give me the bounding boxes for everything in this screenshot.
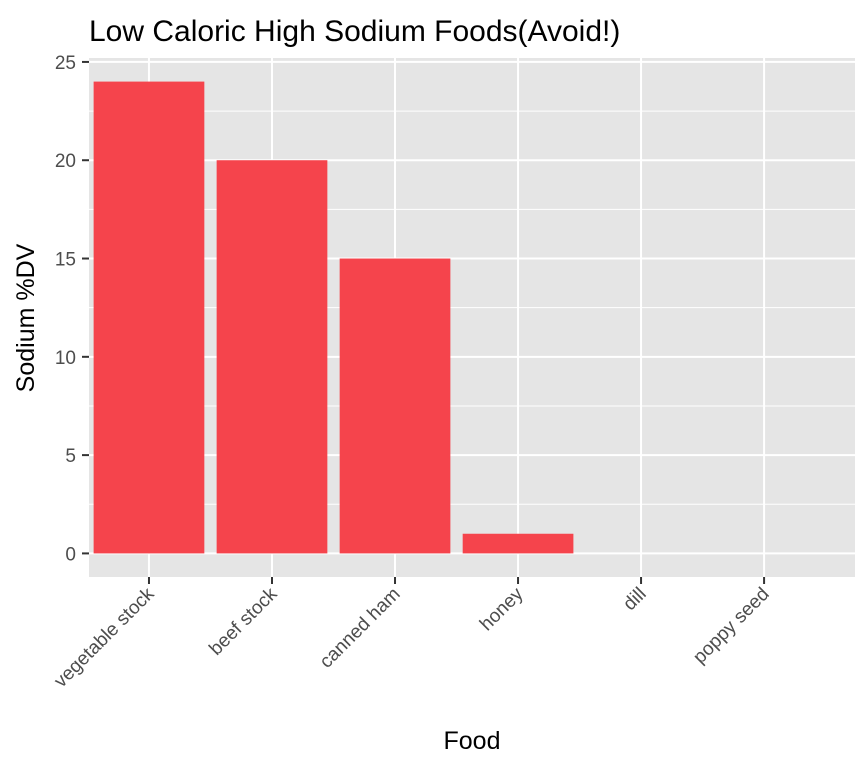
y-tick-label: 10 (55, 348, 76, 369)
x-tick-label: honey (476, 583, 528, 635)
x-tick-label: poppy seed (689, 584, 773, 668)
bar-canned-ham (339, 258, 451, 554)
y-tick-label: 0 (65, 544, 76, 565)
x-axis: vegetable stock beef stock canned ham honey… (50, 577, 774, 692)
y-axis-title: Sodium %DV (12, 243, 40, 392)
chart-title: Low Caloric High Sodium Foods(Avoid!) (89, 15, 620, 48)
y-tick-label: 25 (55, 53, 76, 74)
x-tick-label: canned ham (316, 584, 405, 673)
x-tick-label: beef stock (205, 583, 281, 659)
x-tick-label: vegetable stock (50, 583, 159, 692)
y-axis: 0 5 10 15 20 25 (55, 53, 89, 565)
bar-vegetable-stock (93, 81, 205, 554)
bar-honey (462, 533, 574, 554)
x-tick-label: dill (619, 584, 650, 615)
y-tick-label: 15 (55, 250, 76, 271)
bar-beef-stock (216, 160, 328, 554)
bars (93, 81, 574, 554)
y-tick-label: 5 (65, 446, 76, 467)
x-axis-title: Food (444, 727, 501, 755)
y-tick-label: 20 (55, 151, 76, 172)
